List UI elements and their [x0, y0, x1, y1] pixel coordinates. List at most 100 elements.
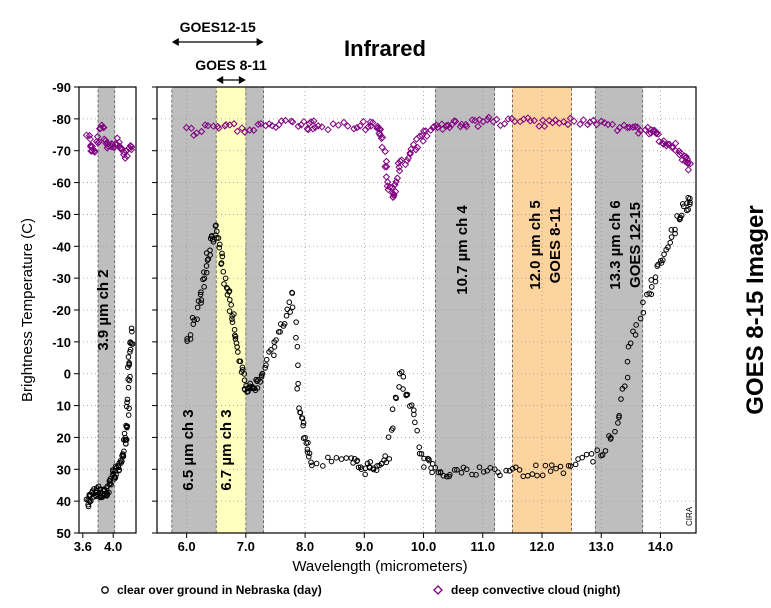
point-clear	[627, 340, 634, 347]
point-clear	[207, 247, 213, 254]
point-clear	[116, 467, 122, 474]
point-clear	[583, 451, 590, 458]
point-cloud	[356, 122, 364, 130]
point-cloud	[381, 163, 389, 171]
point-clear	[547, 468, 554, 474]
point-clear	[254, 378, 260, 384]
point-cloud	[364, 123, 372, 131]
point-clear	[125, 384, 132, 391]
point-cloud	[233, 127, 242, 136]
point-cloud	[413, 143, 422, 152]
point-clear	[630, 328, 636, 335]
point-clear	[358, 466, 365, 472]
point-clear	[219, 253, 226, 260]
point-clear	[533, 462, 539, 469]
point-clear	[302, 434, 308, 441]
point-clear	[237, 358, 244, 365]
x-right-tick-label: 7.0	[237, 539, 255, 554]
point-cloud	[121, 154, 129, 162]
legend-marker-clear	[101, 586, 109, 594]
point-clear	[203, 269, 210, 276]
point-cloud	[294, 122, 303, 131]
y-tick-label: 20	[57, 430, 71, 445]
point-cloud	[329, 120, 337, 128]
point-clear	[416, 444, 423, 450]
point-clear	[320, 463, 326, 469]
point-cloud	[311, 123, 319, 132]
point-cloud	[241, 128, 249, 136]
point-clear	[127, 373, 133, 380]
point-cloud	[485, 113, 493, 122]
point-clear	[203, 263, 210, 269]
band-label-3: 10.7 µm ch 4	[454, 205, 471, 295]
point-cloud	[395, 167, 404, 175]
point-clear	[216, 241, 223, 248]
point-cloud	[474, 122, 482, 131]
point-clear	[271, 352, 277, 359]
point-cloud	[340, 118, 348, 127]
point-clear	[412, 419, 418, 426]
point-cloud	[631, 122, 639, 131]
point-clear	[306, 453, 312, 460]
point-clear	[608, 434, 614, 441]
point-cloud	[375, 129, 384, 138]
point-cloud	[187, 124, 196, 132]
point-cloud	[675, 150, 684, 159]
point-cloud	[654, 130, 663, 138]
point-clear	[204, 257, 211, 263]
point-clear	[382, 453, 388, 459]
point-clear	[126, 377, 133, 384]
point-cloud	[382, 173, 391, 181]
point-cloud	[310, 117, 318, 125]
point-cloud	[426, 126, 435, 134]
point-clear	[263, 356, 270, 363]
point-clear	[106, 489, 112, 496]
point-clear	[648, 291, 655, 298]
point-cloud	[412, 135, 421, 143]
point-clear	[590, 458, 596, 465]
point-cloud	[127, 143, 136, 151]
point-clear	[367, 459, 374, 465]
point-clear	[594, 447, 601, 453]
y-tick-label: -80	[52, 112, 71, 127]
band-label-0: 3.9 µm ch 2	[95, 269, 112, 350]
point-cloud	[493, 115, 501, 124]
point-cloud	[423, 132, 431, 140]
y-tick-label: -50	[52, 207, 71, 222]
point-clear	[476, 464, 483, 470]
point-clear	[386, 456, 393, 462]
point-clear	[539, 472, 546, 479]
band-label2-5: GOES 12-15	[627, 202, 644, 288]
point-cloud	[230, 120, 238, 128]
point-cloud	[190, 131, 198, 139]
point-clear	[370, 466, 377, 473]
point-clear	[187, 336, 194, 342]
point-cloud	[539, 116, 547, 124]
x-right-tick-label: 9.0	[355, 539, 373, 554]
point-clear	[668, 234, 675, 240]
point-clear	[687, 201, 693, 208]
point-clear	[293, 334, 299, 341]
point-clear	[213, 228, 220, 235]
point-clear	[308, 459, 314, 466]
point-clear	[667, 239, 674, 246]
point-clear	[115, 464, 122, 471]
point-clear	[289, 304, 296, 311]
point-cloud	[215, 124, 223, 132]
point-clear	[411, 411, 417, 418]
point-cloud	[641, 126, 650, 134]
point-cloud	[389, 193, 397, 201]
point-clear	[88, 498, 94, 504]
point-clear	[112, 474, 118, 480]
point-cloud	[659, 137, 668, 145]
point-cloud	[382, 162, 391, 171]
point-clear	[624, 358, 631, 365]
point-cloud	[182, 123, 191, 132]
point-cloud	[288, 118, 297, 126]
chart-title: Infrared	[344, 36, 426, 61]
point-cloud	[300, 117, 308, 126]
point-clear	[503, 467, 509, 474]
range-arrow-right-1	[238, 76, 246, 84]
point-clear	[374, 463, 380, 469]
band-label-2: 6.7 µm ch 3	[218, 409, 235, 490]
